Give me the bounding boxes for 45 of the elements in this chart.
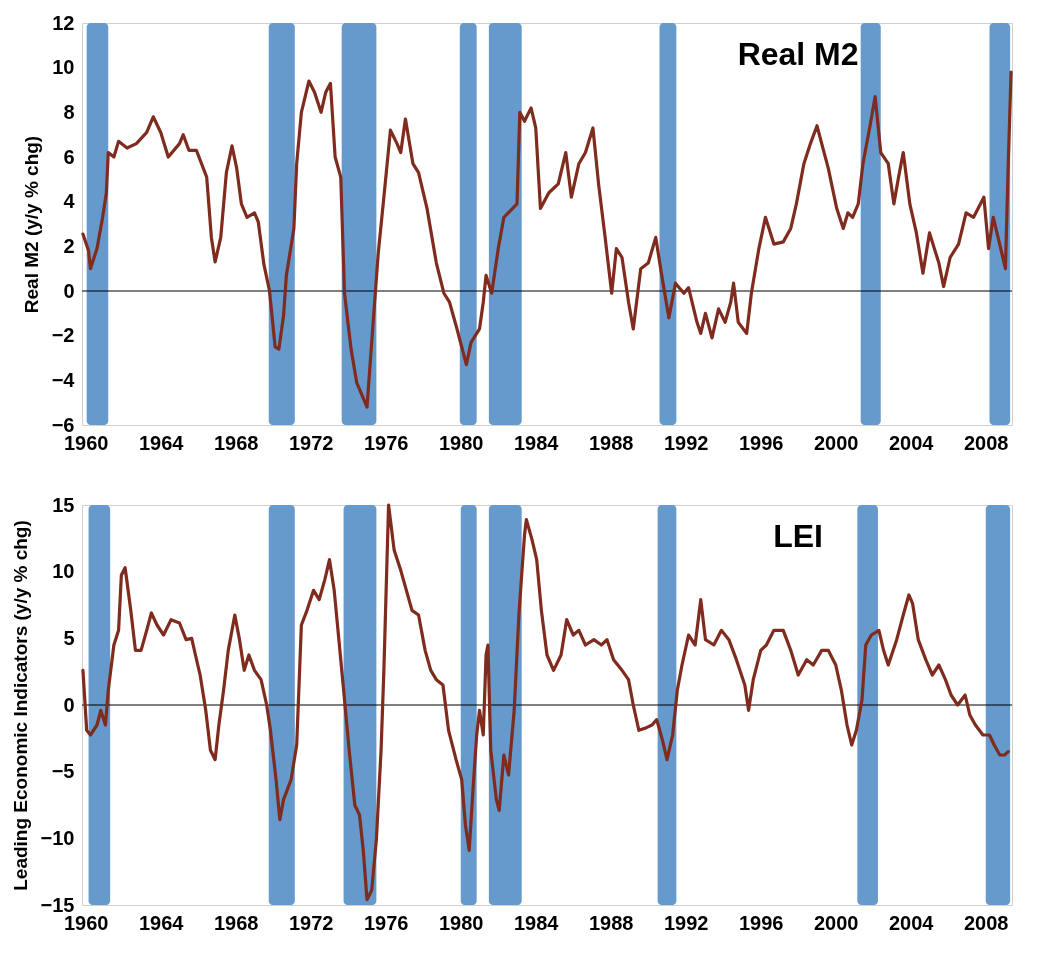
y-tick-label: 0 [63, 279, 75, 302]
y-axis-title: Leading Economic Indicators (y/y % chg) [9, 520, 31, 891]
x-tick-label: 1988 [589, 911, 634, 934]
x-tick-label: 1980 [439, 431, 484, 454]
x-tick-label: 1996 [739, 911, 784, 934]
y-tick-label: −2 [51, 324, 75, 347]
y-tick-label: 2 [63, 234, 75, 257]
x-tick-label: 1976 [364, 911, 409, 934]
x-tick-label: 2000 [814, 911, 859, 934]
x-tick-label: 1964 [139, 911, 185, 934]
x-tick-label: 1972 [289, 911, 334, 934]
y-tick-label: −5 [51, 760, 75, 783]
x-tick-label: 1992 [664, 431, 709, 454]
x-tick-label: 2000 [814, 431, 859, 454]
x-tick-label: 1968 [214, 911, 259, 934]
y-tick-label: 0 [63, 693, 75, 716]
y-tick-label: 4 [63, 190, 76, 213]
y-tick-label: 12 [52, 11, 75, 34]
x-tick-label: 1964 [139, 431, 185, 454]
y-tick-label: 8 [63, 100, 75, 123]
y-tick-label: 15 [52, 493, 75, 516]
y-tick-label: 6 [63, 145, 75, 168]
y-tick-label: 5 [63, 626, 75, 649]
x-tick-label: 1984 [514, 911, 560, 934]
chart-title: Real M2 [737, 36, 859, 73]
x-tick-label: 2004 [889, 431, 935, 454]
x-tick-label: 1992 [664, 911, 709, 934]
x-tick-label: 1976 [364, 431, 409, 454]
x-tick-label: 1988 [589, 431, 634, 454]
y-axis-title: Real M2 (y/y % chg) [20, 135, 42, 314]
y-tick-label: −10 [40, 826, 75, 849]
line-series [81, 70, 1013, 409]
chart-title: LEI [773, 518, 823, 554]
x-tick-label: 2004 [889, 911, 935, 934]
x-tick-label: 1996 [739, 431, 784, 454]
x-tick-label: 1968 [214, 431, 259, 454]
x-tick-label: 2008 [964, 911, 1009, 934]
line-series [81, 503, 1010, 902]
y-tick-label: 10 [52, 56, 75, 79]
x-tick-label: 1972 [289, 431, 334, 454]
y-tick-label: −4 [51, 368, 76, 391]
x-tick-label: 2008 [964, 431, 1009, 454]
x-tick-label: 1980 [439, 911, 484, 934]
y-tick-label: 10 [52, 560, 75, 583]
x-tick-label: 1984 [514, 431, 560, 454]
